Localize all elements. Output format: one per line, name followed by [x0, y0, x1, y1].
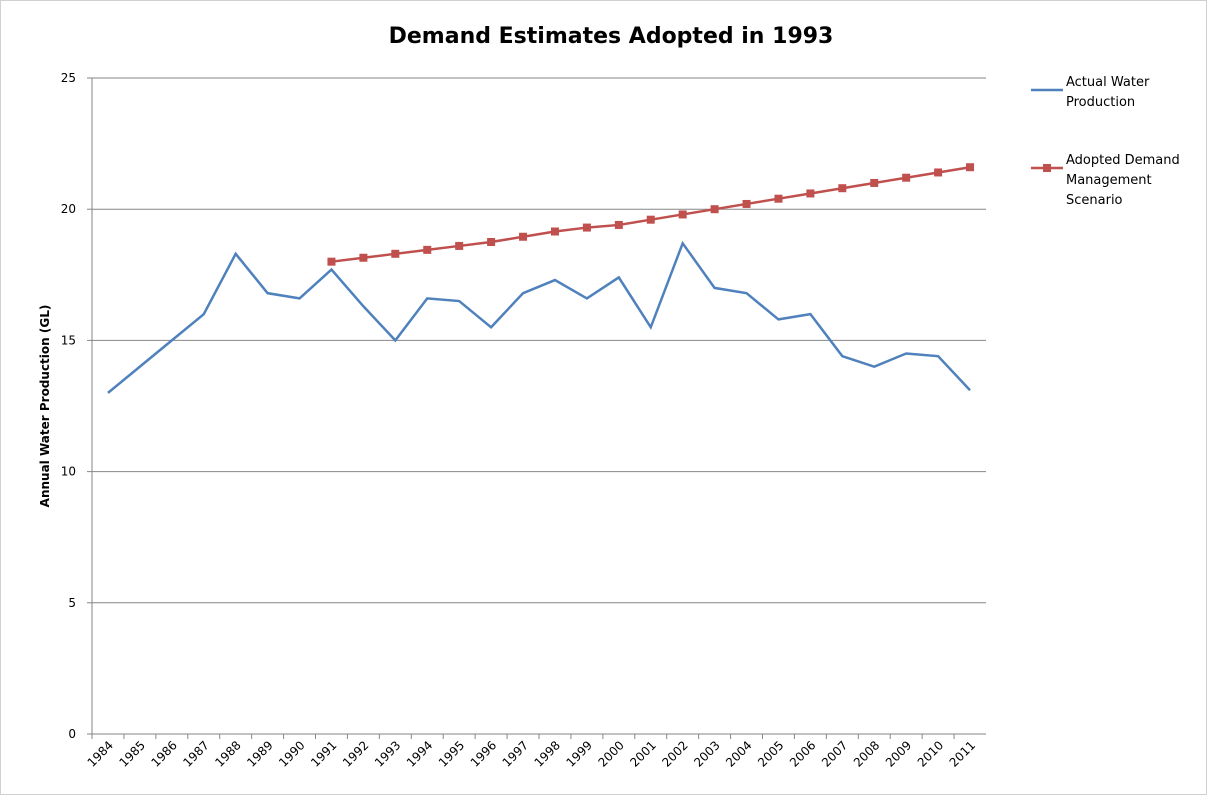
legend-label: Adopted Demand Management Scenario: [1066, 153, 1180, 208]
x-tick-label: 2000: [595, 738, 626, 769]
x-tick-label: 1994: [404, 738, 435, 769]
marker: [966, 163, 975, 172]
marker: [327, 257, 336, 266]
marker: [678, 210, 687, 219]
marker: [710, 205, 719, 214]
x-tick-label: 1984: [85, 738, 116, 769]
x-tick-label: 2004: [723, 738, 754, 769]
x-tick-label: 1999: [564, 738, 595, 769]
x-tick-label: 2002: [659, 738, 690, 769]
marker: [934, 168, 943, 177]
legend-label: Actual Water Production: [1066, 75, 1150, 110]
x-tick-label: 1991: [308, 738, 339, 769]
marker: [423, 245, 432, 254]
x-tick-label: 1985: [117, 738, 148, 769]
x-tick-label: 1986: [148, 738, 179, 769]
marker: [519, 232, 528, 241]
x-tick-label: 2008: [851, 738, 882, 769]
legend-marker: [1043, 164, 1051, 172]
marker: [838, 184, 847, 193]
x-tick-label: 2005: [755, 738, 786, 769]
x-tick-label: 2007: [819, 738, 850, 769]
marker: [582, 223, 591, 232]
x-tick-label: 1989: [244, 738, 275, 769]
marker: [870, 178, 879, 187]
y-tick-label: 15: [61, 333, 76, 347]
y-tick-label: 0: [68, 727, 76, 741]
x-tick-label: 1990: [276, 738, 307, 769]
series-line: [107, 240, 971, 394]
y-tick-label: 20: [61, 202, 76, 216]
marker: [646, 215, 655, 224]
marker: [614, 220, 623, 229]
marker: [742, 199, 751, 208]
x-tick-label: 1998: [532, 738, 563, 769]
marker: [487, 238, 496, 246]
marker: [774, 194, 783, 203]
x-tick-label: 1987: [180, 738, 211, 769]
x-tick-label: 2003: [691, 738, 722, 769]
x-tick-label: 1996: [468, 738, 499, 769]
x-tick-label: 1997: [500, 738, 531, 769]
x-tick-label: 1993: [372, 738, 403, 769]
x-tick-label: 2006: [787, 738, 818, 769]
x-tick-label: 2011: [947, 738, 978, 769]
x-tick-label: 2009: [883, 738, 914, 769]
marker: [455, 241, 464, 250]
y-tick-label: 10: [61, 465, 76, 479]
marker: [806, 189, 815, 198]
y-tick-label: 25: [61, 71, 76, 85]
chart-title: Demand Estimates Adopted in 1993: [389, 24, 834, 49]
marker: [550, 227, 559, 236]
marker: [359, 253, 368, 262]
x-tick-label: 2010: [915, 738, 946, 769]
marker: [391, 249, 400, 258]
y-tick-label: 5: [68, 596, 76, 610]
marker: [902, 173, 911, 182]
x-tick-label: 1992: [340, 738, 371, 769]
x-tick-label: 1988: [212, 738, 243, 769]
x-tick-label: 2001: [627, 738, 658, 769]
x-tick-label: 1995: [436, 738, 467, 769]
y-axis-label: Annual Water Production (GL): [38, 305, 52, 508]
